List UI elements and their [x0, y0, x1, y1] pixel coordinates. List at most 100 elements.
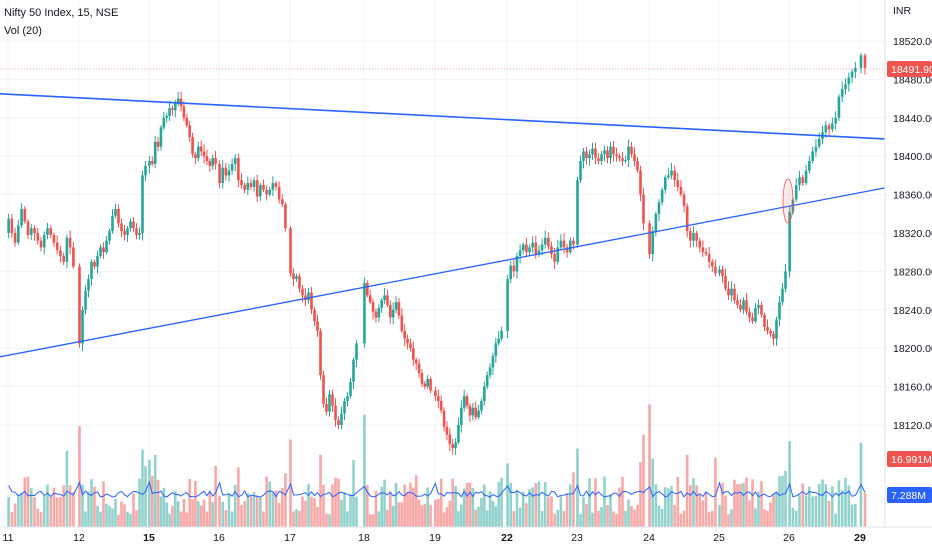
volume-bar	[670, 486, 673, 527]
candle-body	[171, 108, 174, 111]
candle-body	[168, 108, 171, 116]
volume-bar	[559, 496, 563, 527]
candle-body	[423, 383, 427, 387]
candle-body	[660, 189, 664, 203]
volume-bar	[17, 495, 20, 527]
volume-legend[interactable]: Vol (20)	[4, 25, 42, 37]
volume-bar	[255, 495, 259, 527]
volume-bar	[568, 484, 572, 527]
candle-body	[663, 177, 667, 190]
volume-bar	[174, 491, 177, 527]
candle-body	[42, 234, 46, 248]
symbol-legend[interactable]: Nifty 50 Index, 15, NSE	[4, 7, 119, 19]
candle-body	[714, 266, 717, 274]
candle-body	[612, 146, 615, 155]
volume-bar	[500, 477, 503, 527]
candle-body	[543, 237, 547, 245]
candle-body	[673, 170, 676, 181]
candle-body	[648, 223, 651, 255]
volume-bar	[81, 484, 84, 527]
volume-bar	[724, 495, 727, 527]
time-tick-label: 17	[284, 532, 296, 544]
volume-bar	[624, 510, 627, 527]
candle-body	[271, 183, 275, 190]
candle-body	[148, 161, 151, 166]
candle-body	[745, 300, 748, 312]
volume-bar	[531, 487, 534, 527]
volume-bar	[525, 503, 528, 527]
candle-body	[87, 279, 90, 291]
candle-body	[337, 420, 340, 425]
candle-body	[72, 247, 75, 267]
candle-body	[252, 180, 256, 187]
volume-bar	[553, 513, 556, 527]
candle-body	[710, 261, 714, 267]
candle-body	[615, 154, 618, 157]
candle-body	[639, 170, 642, 195]
volume-bar	[246, 493, 250, 527]
volume-bar	[781, 475, 784, 527]
candle-body	[214, 158, 217, 164]
price-tick-label: 18280.00	[893, 266, 932, 278]
candle-body	[62, 256, 65, 262]
volume-bar	[615, 513, 618, 527]
volume-bar	[763, 509, 766, 527]
volume-bar	[126, 511, 129, 527]
volume-bar	[609, 494, 612, 527]
volume-bar	[863, 492, 867, 527]
candle-body	[442, 410, 446, 427]
time-tick-label: 15	[143, 532, 155, 544]
candle-body	[188, 125, 191, 137]
volume-bar	[618, 487, 621, 527]
volume-bar	[556, 510, 560, 527]
volume-bar	[90, 479, 93, 527]
candle-body	[412, 348, 415, 360]
volume-bar	[739, 484, 742, 527]
volume-bar	[165, 502, 168, 527]
candle-body	[224, 167, 228, 176]
candle-body	[448, 434, 452, 445]
volume-bar	[582, 497, 585, 527]
volume-bar	[214, 465, 217, 527]
volume-bar	[488, 491, 492, 527]
candle-body	[630, 146, 633, 155]
volume-bar	[483, 484, 486, 527]
volume-bar	[695, 485, 698, 527]
candle-body	[274, 183, 278, 187]
candle-body	[798, 177, 801, 185]
candle-body	[863, 55, 867, 68]
candle-body	[259, 185, 262, 197]
candle-body	[760, 305, 763, 315]
volume-bar	[191, 499, 194, 527]
candle-body	[794, 185, 798, 200]
volume-bar	[811, 496, 814, 527]
candle-body	[457, 425, 460, 443]
volume-bar	[259, 496, 262, 527]
volume-bar	[534, 483, 538, 527]
volume-bar	[540, 511, 544, 527]
candle-body	[477, 410, 480, 418]
candle-body	[657, 202, 661, 214]
volume-bar	[778, 476, 781, 527]
candle-body	[582, 151, 585, 161]
volume-bar	[547, 497, 550, 527]
candle-body	[17, 225, 20, 243]
price-tick-label: 18400.00	[893, 151, 932, 163]
candle-body	[255, 180, 259, 197]
candle-body	[670, 170, 673, 176]
volume-bar	[442, 512, 446, 527]
candle-body	[850, 71, 854, 78]
volume-bar	[448, 500, 452, 527]
price-tick-label: 18480.00	[893, 74, 932, 86]
candle-body	[126, 228, 129, 235]
volume-bar	[827, 500, 831, 527]
volume-bar	[224, 510, 228, 527]
volume-bar	[284, 473, 287, 527]
volume-bar	[704, 491, 708, 527]
candle-body	[568, 240, 572, 253]
candle-body	[262, 185, 265, 190]
volume-bar	[205, 511, 209, 527]
candle-body	[277, 186, 281, 200]
candle-body	[414, 359, 418, 364]
